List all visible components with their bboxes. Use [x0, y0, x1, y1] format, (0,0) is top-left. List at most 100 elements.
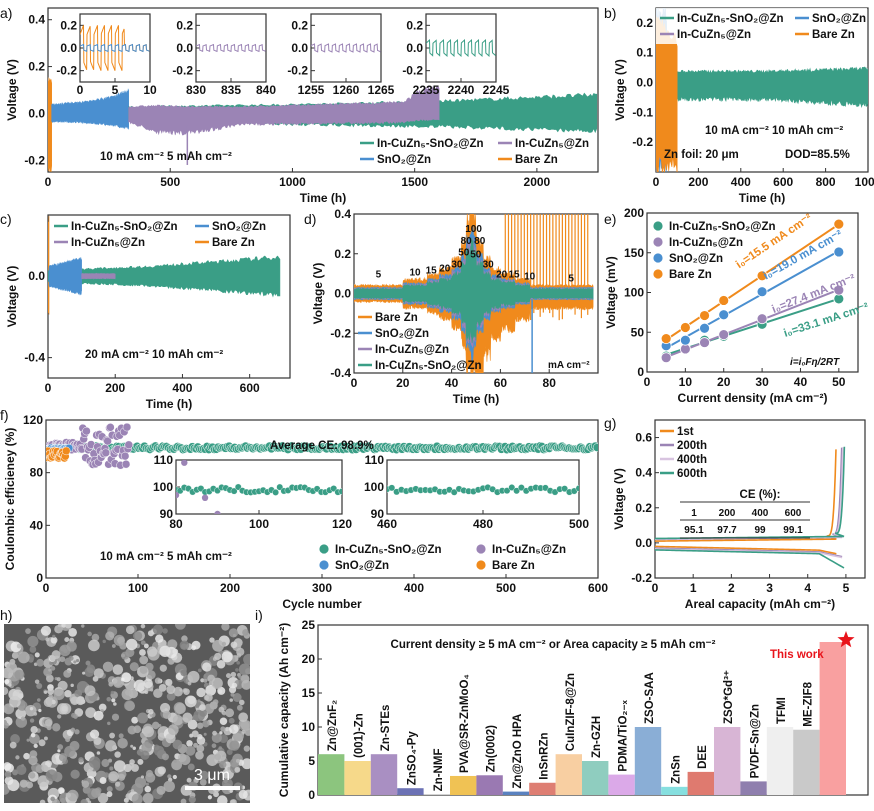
sem-grain [89, 729, 100, 739]
sem-grain [238, 675, 242, 679]
ce-point-purple [181, 460, 188, 466]
y-tick-label: 0.2 [635, 501, 652, 515]
sem-grain [228, 717, 235, 724]
x-tick-label: 1500 [401, 175, 428, 189]
sem-grain [181, 635, 188, 642]
bar [687, 771, 714, 795]
x-tick-label: 2245 [483, 83, 510, 97]
sem-grain [29, 718, 35, 723]
sem-grain [154, 677, 162, 684]
legend-marker [652, 236, 664, 248]
sem-grain [121, 651, 130, 660]
sem-grain [56, 703, 69, 715]
sem-grain [106, 696, 112, 702]
legend-label: In-CuZn₅-SnO₂@Zn [375, 360, 482, 372]
y-tick-label: 0 [637, 365, 644, 379]
sem-grain [226, 749, 233, 755]
sem-grain [111, 698, 116, 703]
x-axis-title: Time (h) [300, 191, 346, 205]
x-tick-label: 0 [351, 376, 358, 390]
sem-grain [204, 693, 213, 702]
y-tick-label: 0.2 [406, 18, 423, 32]
data-point-orange [660, 333, 672, 345]
sem-grain [64, 745, 76, 758]
data-point-blue [699, 322, 710, 334]
sem-grain [161, 753, 169, 761]
sem-grain [91, 788, 101, 798]
sem-grain [66, 641, 77, 652]
sem-grain [111, 713, 120, 721]
sem-grain [171, 759, 183, 771]
table-header: 200 [719, 508, 736, 519]
plot-area [311, 43, 381, 53]
plot-area [48, 77, 598, 172]
data-point-orange [833, 218, 845, 230]
legend-marker [652, 268, 664, 280]
bar-label: PDMA/TiO₂₋ₓ [618, 699, 630, 771]
x-tick-label: 300 [312, 581, 332, 595]
y-tick-label: -0.2 [287, 64, 308, 78]
plot-area [196, 43, 266, 53]
bar-label: ZnSO₄-Py [406, 731, 418, 786]
sem-grain [199, 704, 206, 711]
legend-marker [318, 559, 330, 571]
sem-grain [238, 663, 250, 676]
sem-grain [4, 687, 9, 696]
y-tick-label: 110 [365, 453, 385, 467]
bar-label: PVA@SR-ZnMoO₄ [459, 674, 471, 773]
sem-grain [48, 693, 53, 699]
panel-label: e) [604, 211, 616, 227]
x-tick-label: 500 [569, 517, 589, 531]
bar [740, 781, 767, 795]
y-tick-label: 0.0 [636, 76, 653, 90]
x-tick-label: 50 [832, 375, 846, 389]
sem-grain [219, 731, 223, 735]
legend-label: SnO₂@Zn [335, 560, 389, 572]
sem-grain [70, 727, 76, 732]
rate-label: 15 [509, 270, 521, 281]
sem-grain [17, 651, 30, 664]
y-tick-label: 0.1 [636, 46, 653, 60]
y-tick-label: 0.2 [291, 18, 308, 32]
sem-grain [229, 698, 233, 702]
sem-grain [166, 692, 176, 701]
sem-grain [45, 637, 50, 642]
legend-label: Bare Zn [812, 29, 855, 41]
plot-area [176, 460, 342, 514]
sem-grain [17, 709, 24, 716]
x-tick-label: 0 [652, 581, 659, 595]
legend-marker [318, 543, 330, 555]
x-axis-title: Areal capacity (mAh cm⁻²) [685, 597, 835, 611]
sem-grain [26, 781, 34, 789]
fit-line-blue [665, 250, 840, 349]
bar [370, 754, 398, 795]
sem-grain [207, 795, 213, 800]
x-tick-label: 600 [588, 581, 608, 595]
x-tick-label: 0 [43, 581, 50, 595]
sem-grain [43, 667, 53, 677]
bar-label: ZSO*Gd³⁺ [723, 670, 735, 724]
plot-frame [654, 419, 866, 579]
data-point-blue [718, 309, 730, 321]
sem-grain [162, 628, 168, 634]
sem-grain [81, 780, 90, 788]
sem-grain [200, 678, 205, 683]
rate-label: 20 [439, 264, 451, 275]
ce-point-purple [122, 422, 132, 432]
legend-label: SnO₂@Zn [669, 253, 723, 265]
sem-grain [107, 721, 111, 726]
sem-grain [175, 703, 186, 714]
sem-grain [166, 685, 176, 695]
voltage-band-green [354, 237, 594, 344]
sem-grain [187, 719, 198, 730]
sem-grain [151, 721, 160, 730]
y-axis-title: Voltage (V) [311, 263, 325, 325]
bar-label: PVDF-Sn@Zn [750, 704, 762, 778]
ce-point-green [518, 484, 525, 491]
sem-grain [16, 643, 22, 649]
data-point-purple [756, 313, 768, 325]
bar [634, 727, 662, 795]
legend-label: In-CuZn₅-SnO₂@Zn [669, 221, 776, 233]
ce-point-green [513, 487, 520, 495]
sem-grain [10, 734, 20, 744]
